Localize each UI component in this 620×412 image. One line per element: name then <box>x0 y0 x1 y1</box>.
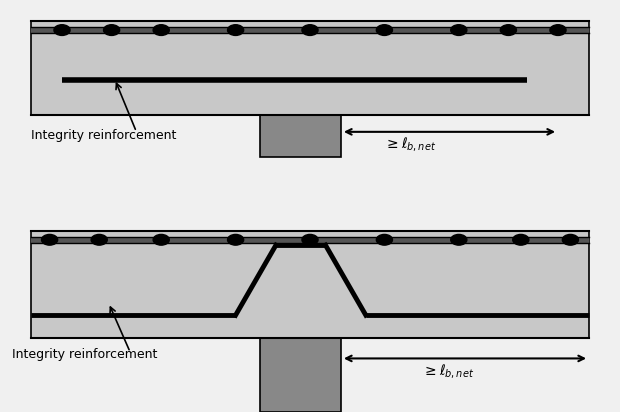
Circle shape <box>500 25 516 35</box>
Circle shape <box>153 25 169 35</box>
Circle shape <box>104 25 120 35</box>
Circle shape <box>562 234 578 245</box>
Circle shape <box>451 25 467 35</box>
Circle shape <box>91 234 107 245</box>
Circle shape <box>42 234 58 245</box>
Bar <box>260 338 341 412</box>
Circle shape <box>302 234 318 245</box>
Bar <box>260 115 341 157</box>
Bar <box>31 27 589 33</box>
Circle shape <box>153 234 169 245</box>
FancyBboxPatch shape <box>31 21 589 115</box>
Text: $\geq \ell_{b,net}$: $\geq \ell_{b,net}$ <box>384 135 436 153</box>
Circle shape <box>228 25 244 35</box>
Circle shape <box>451 234 467 245</box>
Text: $\geq \ell_{b,net}$: $\geq \ell_{b,net}$ <box>422 362 474 380</box>
Circle shape <box>302 25 318 35</box>
Circle shape <box>54 25 70 35</box>
Text: Integrity reinforcement: Integrity reinforcement <box>31 129 176 143</box>
Circle shape <box>228 234 244 245</box>
Text: Integrity reinforcement: Integrity reinforcement <box>12 348 157 361</box>
Bar <box>31 237 589 243</box>
Circle shape <box>376 234 392 245</box>
Circle shape <box>550 25 566 35</box>
FancyBboxPatch shape <box>31 231 589 338</box>
Circle shape <box>513 234 529 245</box>
Circle shape <box>376 25 392 35</box>
